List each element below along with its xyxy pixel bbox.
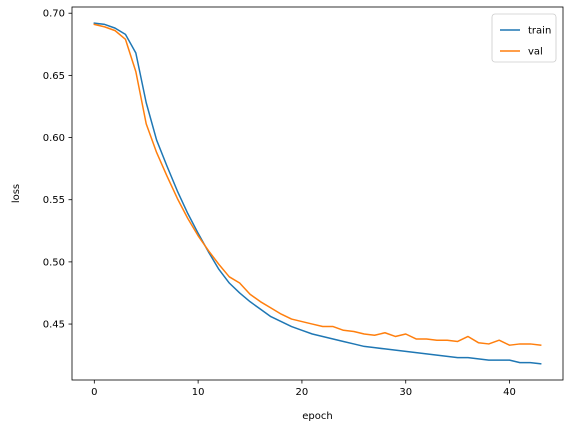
y-tick-label: 0.50 [43,257,65,268]
series-line-val [93,23,542,347]
x-tick-label: 10 [192,387,205,398]
y-tick-label: 0.55 [43,195,65,206]
y-tick-label: 0.45 [43,320,65,331]
y-tick-label: 0.70 [43,9,65,20]
x-tick-label: 0 [91,387,97,398]
x-tick-label: 30 [399,387,412,398]
x-axis-label: epoch [302,411,332,422]
legend: train val [491,13,557,63]
plot-area [93,22,542,365]
y-tick-label: 0.65 [43,71,65,82]
y-tick-label: 0.60 [43,133,65,144]
legend-box [491,13,557,63]
ticks: 0 10 20 30 40 0.45 0.50 0.55 0.60 0.65 0.70 [43,9,516,398]
legend-label-train: train [528,26,551,37]
legend-label-val: val [528,47,543,58]
x-tick-label: 20 [296,387,309,398]
series-line-train [93,22,542,365]
x-tick-label: 40 [503,387,516,398]
axes-frame [71,6,564,381]
y-axis-label: loss [11,184,22,203]
